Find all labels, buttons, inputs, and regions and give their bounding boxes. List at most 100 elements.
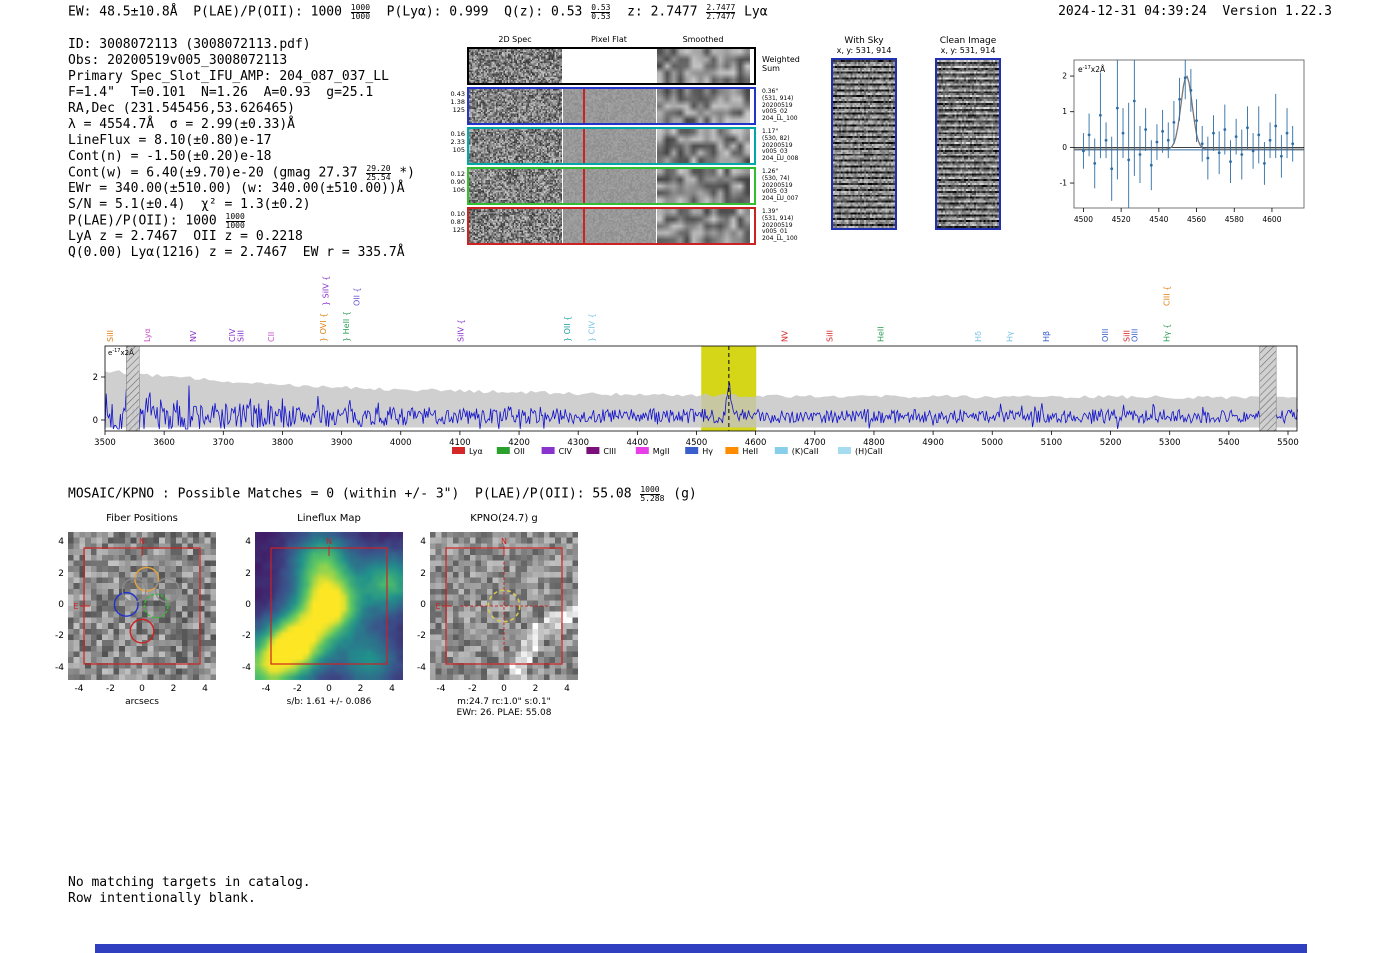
emission-position-marker: [583, 89, 585, 123]
fiber-circle: [129, 618, 155, 644]
spectral-line-label: SiII: [1122, 330, 1131, 342]
fraction-bottom: 25.54: [366, 172, 391, 182]
spec2d-right-line: v005_03: [762, 188, 788, 196]
cutout-ytick-label: 4: [245, 537, 251, 548]
full-spectrum-plot: 3500 3600 3700 3800 3900 4000 4100 4200 4300 4400…: [93, 276, 1299, 456]
spec2d-smoothed-image: [657, 169, 750, 203]
spectral-line-label: Lyα: [143, 328, 152, 342]
compass-east-label: E: [435, 602, 440, 611]
spec2d-row: 0.12 0.90 106 1.26" (530, 74) 20200519 v005_03…: [445, 167, 915, 205]
spec2d-left-label: 106: [452, 186, 465, 194]
fraction-bottom: 1000: [225, 220, 245, 230]
masked-sky-region: [126, 345, 140, 432]
cutout-lineflux-image: [255, 532, 403, 680]
x-tick-label: 4100: [449, 438, 471, 448]
spec2d-weighted-sum-label: Weighted Sum: [762, 55, 800, 73]
cutout-xtick-label: 4: [389, 684, 395, 694]
info-line: Cont(n) = -1.50(±0.20)e-18: [68, 149, 272, 164]
lineflux-map-cutout: Lineflux Map N -4 -4 -2 -2 0 0 2 2 4 4 s/b: 1.61 +/-…: [225, 505, 435, 725]
x-tick-label: 4300: [567, 438, 589, 448]
cutout-ytick-label: 0: [420, 600, 426, 610]
x-tick-label: 4600: [1262, 215, 1281, 224]
y-tick-label: 2: [93, 373, 98, 383]
x-tick-label: 4700: [804, 438, 826, 448]
cutout-caption: EWr: 26. PLAE: 55.08: [456, 708, 552, 718]
x-tick-label: 4000: [390, 438, 412, 448]
data-point: [1161, 129, 1165, 133]
cutout-kpno-image: [430, 532, 578, 680]
next-page-top-edge: [95, 944, 1307, 953]
spectral-line-label: SiIV {: [456, 319, 465, 342]
y-tick-label: -1: [1060, 179, 1068, 188]
spectral-line-label: SiII: [236, 330, 245, 342]
cutout-xtick-label: 4: [202, 684, 208, 694]
data-point: [1183, 76, 1187, 80]
legend-swatch: [541, 447, 555, 454]
x-tick-label: 5100: [1041, 438, 1063, 448]
spec2d-2dspec-image: [469, 209, 562, 243]
cutout-ytick-label: 4: [58, 537, 64, 548]
cutout-caption: s/b: 1.61 +/- 0.086: [286, 697, 372, 707]
linefit-frame: [1073, 59, 1305, 209]
fiber-circle: [113, 591, 139, 617]
data-point: [1166, 138, 1170, 142]
spectrum-line: [104, 382, 1298, 430]
clean-image-panel: Clean Image x, y: 531, 914: [928, 36, 1008, 234]
x-tick-label: 3600: [153, 438, 175, 448]
spec2d-right-line: 1.26": [762, 168, 779, 175]
y-tick-label: 1: [1062, 107, 1067, 116]
emission-position-marker: [583, 209, 585, 243]
data-point: [1082, 149, 1085, 153]
fiber-positions-cutout: Fiber Positions N E -4 -4 -2 -2 0 0 2 2 4 4 arcsecs: [38, 505, 248, 725]
legend-swatch: [496, 447, 510, 454]
data-point: [1138, 153, 1142, 156]
spec2d-2dspec-image: [469, 49, 562, 83]
spec2d-strips: [467, 127, 756, 165]
cutout-xtick-label: 0: [501, 684, 507, 694]
fraction-bottom: 1000: [350, 11, 371, 21]
emission-position-marker: [583, 129, 585, 163]
strip-coords: x, y: 531, 914: [836, 46, 892, 55]
spec2d-row: Weighted Sum: [445, 47, 915, 85]
with-sky-panel: With Sky x, y: 531, 914: [824, 36, 904, 234]
spectral-line-label: Hγ {: [1163, 324, 1172, 342]
spectrum-plot-frame: [104, 345, 1298, 432]
data-point: [1115, 106, 1119, 110]
x-tick-label: 4200: [508, 438, 530, 448]
info-line: EWr = 340.00(±510.00) (w: 340.00(±510.00…: [68, 181, 405, 196]
compass-north-label: N: [501, 537, 507, 546]
spec2d-left-label: 0.87: [450, 218, 465, 226]
strip-coords: x, y: 531, 914: [940, 46, 996, 55]
spec2d-right-line: Weighted: [762, 55, 800, 64]
spec2d-fiber-info: 0.36" (531, 914) 20200519 v005_02 204_LL_100: [762, 88, 798, 123]
masked-sky-region: [1259, 345, 1277, 432]
spec2d-right-line: v005_01: [762, 228, 788, 236]
info-line: Obs: 20200519v005_3008072113: [68, 53, 288, 68]
fraction-top: 0.53: [591, 3, 611, 13]
cutout-caption: arcsecs: [125, 697, 159, 707]
info-line: S/N = 5.1(±0.4) χ² = 1.3(±0.2): [68, 197, 311, 212]
spec2d-right-line: 20200519: [762, 141, 793, 149]
spectral-line-label: SiII: [106, 330, 115, 342]
y-tick-label: 0: [93, 416, 98, 426]
stacked-fraction: 29.20 25.54: [366, 165, 391, 182]
spec2d-col-header: Pixel Flat: [591, 35, 627, 44]
aperture-circle: [487, 589, 521, 623]
spectral-line-label: } HeII {: [342, 311, 351, 342]
data-point: [1155, 140, 1159, 144]
spec2d-smoothed-image: [657, 209, 750, 243]
spec2d-left-label: 125: [452, 106, 465, 114]
cutout-xtick-label: -2: [468, 684, 477, 694]
spec2d-right-line: 0.36": [762, 88, 779, 95]
cutout-ytick-label: -4: [242, 662, 251, 673]
line-fit-plot: 4500 4520 4540 4560 4580 4600 -1 0 1 2 e-17x2Å: [1060, 59, 1305, 224]
footer-line: No matching targets in catalog.: [68, 875, 311, 890]
info-line: λ = 4554.7Å σ = 2.99(±0.33)Å: [68, 117, 295, 132]
fraction-top: 1000: [225, 212, 245, 222]
stacked-fraction: 0.53 0.53: [591, 3, 611, 20]
data-point: [1291, 142, 1295, 146]
header-timestamp-version: 2024-12-31 04:39:24 Version 1.22.3: [1058, 4, 1332, 19]
cutout-kpno-overlay: NE: [435, 537, 563, 665]
info-line: ID: 3008072113 (3008072113.pdf): [68, 37, 311, 52]
